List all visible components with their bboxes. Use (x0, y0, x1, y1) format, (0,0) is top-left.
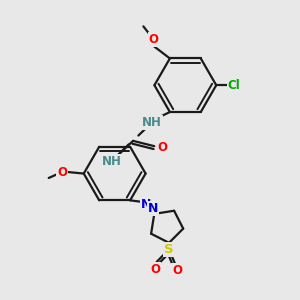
Text: S: S (164, 243, 174, 256)
Text: O: O (150, 263, 160, 276)
Text: O: O (57, 166, 67, 178)
Text: O: O (158, 141, 167, 154)
Text: O: O (172, 264, 182, 277)
Text: NH: NH (102, 155, 122, 168)
Text: O: O (149, 33, 159, 46)
Text: N: N (148, 202, 158, 215)
Text: N: N (140, 198, 151, 211)
Text: NH: NH (142, 116, 162, 129)
Text: Cl: Cl (227, 79, 240, 92)
